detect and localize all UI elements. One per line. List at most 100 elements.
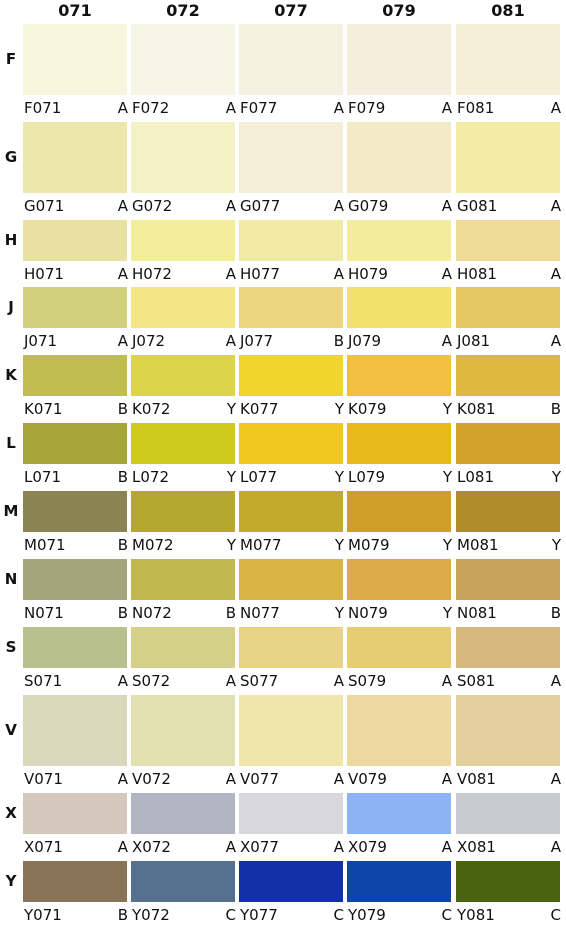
swatch-grade: B <box>333 332 344 350</box>
swatch-code: Y071 <box>24 906 62 924</box>
swatch-label: M077 Y <box>240 535 344 555</box>
swatch-label: G071 A <box>24 196 128 216</box>
color-swatch <box>239 423 343 464</box>
swatch-grade: Y <box>442 468 452 486</box>
row-header-h: H <box>4 231 18 249</box>
swatch-code: S079 <box>348 672 387 690</box>
swatch-label: H072 A <box>132 264 236 284</box>
swatch-label: Y072 C <box>132 905 236 925</box>
swatch-code: G072 <box>132 197 173 215</box>
swatch-code: H077 <box>240 265 280 283</box>
row-header-g: G <box>4 148 18 166</box>
swatch-code: N071 <box>24 604 64 622</box>
swatch-label: X071 A <box>24 837 128 857</box>
swatch-label: J079 A <box>348 331 452 351</box>
color-swatch <box>23 24 127 95</box>
swatch-grade: A <box>441 265 452 283</box>
color-swatch <box>23 122 127 193</box>
swatch-code: M077 <box>240 536 282 554</box>
color-swatch <box>239 287 343 328</box>
color-swatch <box>239 491 343 532</box>
swatch-code: S071 <box>24 672 63 690</box>
swatch-grade: B <box>117 536 128 554</box>
swatch-code: X081 <box>457 838 496 856</box>
color-swatch <box>239 627 343 668</box>
swatch-grade: A <box>550 197 561 215</box>
swatch-grade: A <box>441 197 452 215</box>
swatch-code: M072 <box>132 536 174 554</box>
swatch-label: M079 Y <box>348 535 452 555</box>
color-swatch <box>23 355 127 396</box>
swatch-grade: Y <box>442 400 452 418</box>
swatch-code: L071 <box>24 468 61 486</box>
swatch-code: H081 <box>457 265 497 283</box>
swatch-label: X079 A <box>348 837 452 857</box>
swatch-label: H077 A <box>240 264 344 284</box>
swatch-label: N077 Y <box>240 603 344 623</box>
color-swatch <box>131 627 235 668</box>
color-swatch <box>23 491 127 532</box>
color-swatch <box>456 24 560 95</box>
color-swatch <box>131 24 235 95</box>
swatch-label: L072 Y <box>132 467 236 487</box>
swatch-grade: Y <box>334 468 344 486</box>
swatch-label: G072 A <box>132 196 236 216</box>
swatch-grade: B <box>550 604 561 622</box>
swatch-code: V081 <box>457 770 496 788</box>
swatch-code: J077 <box>240 332 274 350</box>
swatch-grade: A <box>441 332 452 350</box>
swatch-code: G077 <box>240 197 281 215</box>
swatch-code: N079 <box>348 604 388 622</box>
swatch-label: J081 A <box>457 331 561 351</box>
swatch-grade: B <box>117 468 128 486</box>
swatch-grade: B <box>117 604 128 622</box>
swatch-label: S079 A <box>348 671 452 691</box>
swatch-grade: A <box>550 99 561 117</box>
swatch-label: F079 A <box>348 98 452 118</box>
color-swatch <box>456 220 560 261</box>
swatch-label: K077 Y <box>240 399 344 419</box>
swatch-grade: A <box>550 265 561 283</box>
swatch-code: L079 <box>348 468 385 486</box>
color-swatch <box>347 559 451 600</box>
swatch-grade: A <box>550 770 561 788</box>
color-swatch <box>347 122 451 193</box>
row-header-l: L <box>6 434 16 452</box>
color-swatch <box>23 695 127 766</box>
swatch-code: J079 <box>348 332 382 350</box>
swatch-label: V071 A <box>24 769 128 789</box>
swatch-label: Y079 C <box>348 905 452 925</box>
swatch-code: Y077 <box>240 906 278 924</box>
color-swatch <box>239 861 343 902</box>
swatch-grade: Y <box>226 468 236 486</box>
swatch-label: K081 B <box>457 399 561 419</box>
swatch-code: G079 <box>348 197 389 215</box>
swatch-grade: A <box>441 770 452 788</box>
color-swatch <box>131 793 235 834</box>
color-swatch <box>456 559 560 600</box>
swatch-grade: Y <box>226 400 236 418</box>
swatch-grade: Y <box>442 604 452 622</box>
swatch-code: V071 <box>24 770 63 788</box>
swatch-grade: A <box>117 672 128 690</box>
swatch-label: Y081 C <box>457 905 561 925</box>
swatch-code: J071 <box>24 332 58 350</box>
swatch-label: K079 Y <box>348 399 452 419</box>
color-swatch <box>239 793 343 834</box>
swatch-code: F081 <box>457 99 495 117</box>
row-header-v: V <box>5 721 17 739</box>
swatch-code: N072 <box>132 604 172 622</box>
color-swatch <box>347 491 451 532</box>
swatch-grade: A <box>225 332 236 350</box>
swatch-label: S081 A <box>457 671 561 691</box>
swatch-code: X079 <box>348 838 387 856</box>
swatch-grade: C <box>441 906 452 924</box>
swatch-label: G081 A <box>457 196 561 216</box>
swatch-code: L081 <box>457 468 494 486</box>
swatch-grade: A <box>550 672 561 690</box>
swatch-code: V077 <box>240 770 279 788</box>
swatch-label: H071 A <box>24 264 128 284</box>
swatch-code: M081 <box>457 536 499 554</box>
swatch-label: J072 A <box>132 331 236 351</box>
color-swatch <box>23 559 127 600</box>
